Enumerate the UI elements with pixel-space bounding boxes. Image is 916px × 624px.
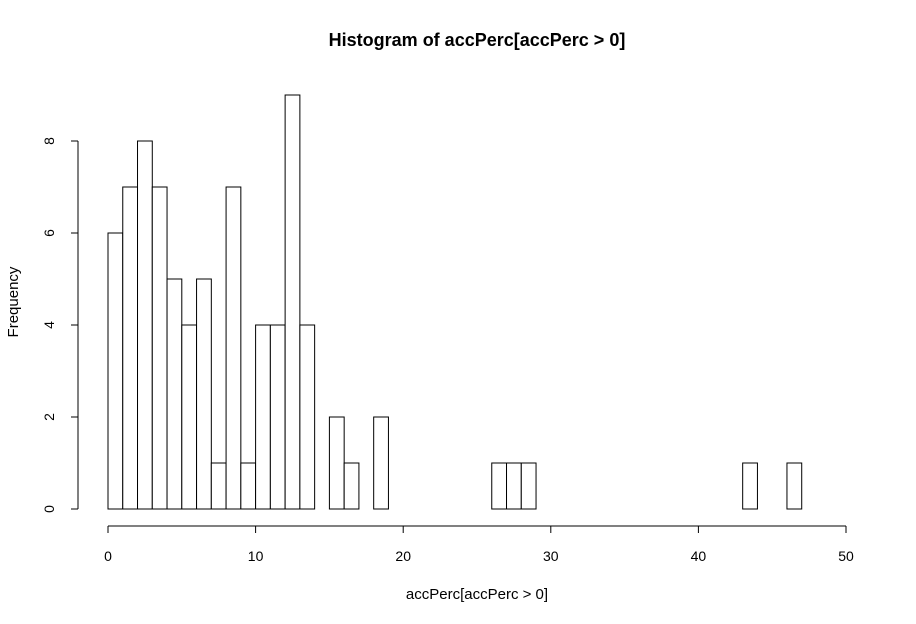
histogram-bar [299,324,316,510]
chart-title: Histogram of accPerc[accPerc > 0] [329,30,626,50]
histogram-bar [742,462,758,510]
histogram-bar [240,462,257,510]
histogram-bar [181,324,198,510]
histogram-bar [151,186,168,510]
bars-group [107,94,803,510]
x-tick-label: 10 [248,548,264,564]
histogram-bar [107,232,124,510]
histogram-bar [269,324,286,510]
histogram-bar [284,94,301,510]
histogram-bar [210,462,227,510]
histogram-bar [166,278,183,510]
histogram-bar [373,416,389,510]
x-axis-label: accPerc[accPerc > 0] [406,586,548,603]
y-axis-label: Frequency [5,266,22,337]
histogram-bar [491,462,508,510]
histogram-bar [520,462,537,510]
histogram-bar [328,416,345,510]
x-axis: 0 10 20 30 40 50 [104,525,854,564]
histogram-bar [786,462,803,510]
y-tick-label: 2 [41,413,57,421]
x-tick-label: 20 [395,548,411,564]
histogram-bar [137,140,153,510]
x-tick-label: 30 [543,548,559,564]
histogram-bar [122,186,139,510]
histogram-bar [255,324,271,510]
histogram-bar [225,186,242,510]
x-tick-label: 0 [104,548,112,564]
histogram-bar [343,462,360,510]
y-tick-label: 0 [41,505,57,513]
y-tick-label: 4 [41,321,57,329]
y-tick-label: 6 [41,229,57,237]
histogram-bar [196,278,212,510]
x-tick-label: 40 [691,548,707,564]
x-tick-label: 50 [838,548,854,564]
y-tick-label: 8 [41,137,57,145]
histogram-bar [506,462,522,510]
y-axis: 0 2 4 6 8 [41,137,79,513]
